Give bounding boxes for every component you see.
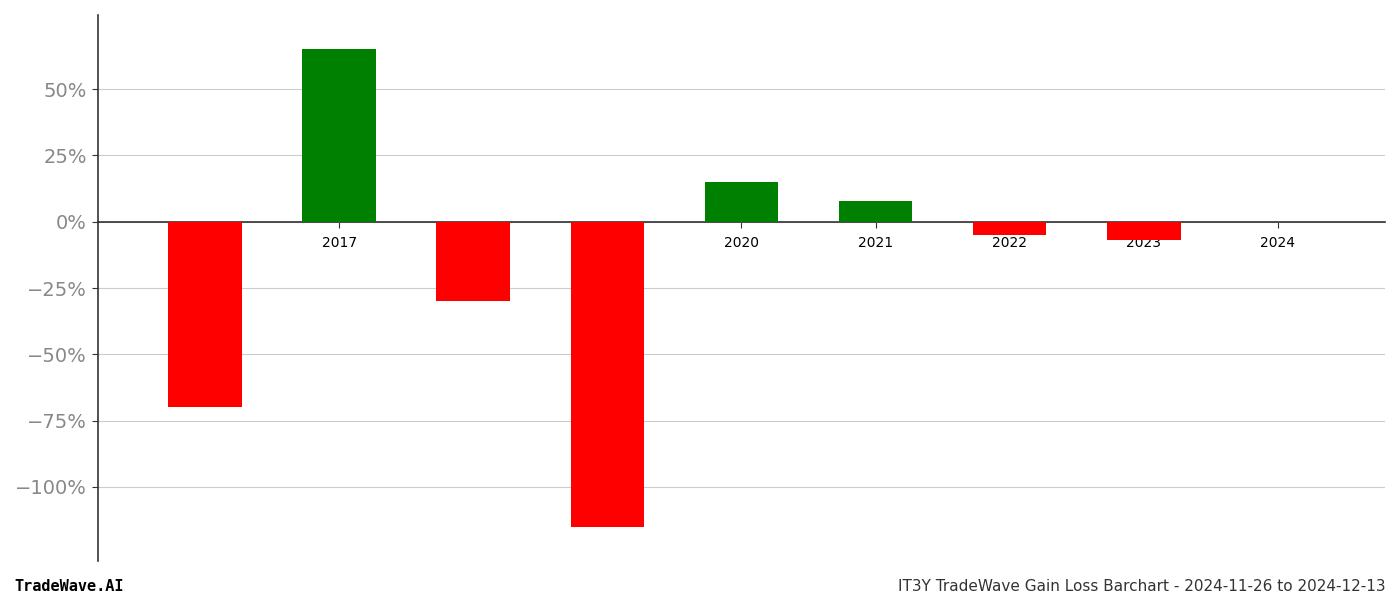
Text: TradeWave.AI: TradeWave.AI: [14, 579, 123, 594]
Text: IT3Y TradeWave Gain Loss Barchart - 2024-11-26 to 2024-12-13: IT3Y TradeWave Gain Loss Barchart - 2024…: [899, 579, 1386, 594]
Bar: [973, 222, 1046, 235]
Bar: [437, 222, 510, 301]
Bar: [1107, 222, 1180, 240]
Bar: [839, 200, 913, 222]
Bar: [168, 222, 242, 407]
Bar: [302, 49, 377, 222]
Bar: [704, 182, 778, 222]
Bar: [571, 222, 644, 527]
